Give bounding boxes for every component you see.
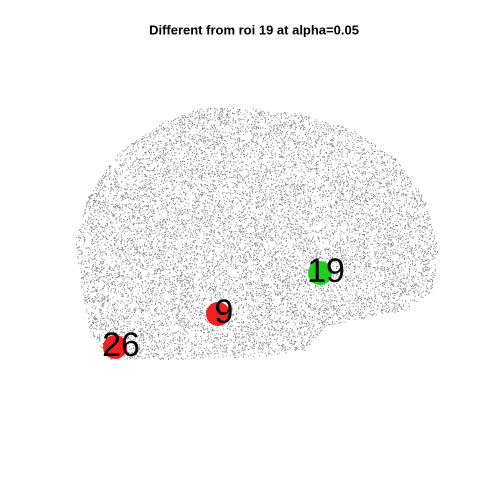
roi-layer: 19 9 26 (102, 252, 345, 364)
roi-blob (308, 261, 332, 285)
roi-blob (103, 335, 127, 359)
brain-point-cloud (75, 107, 439, 360)
brain-dots (75, 107, 439, 360)
roi-label: 19 (307, 252, 345, 290)
title: Different from roi 19 at alpha=0.05 (149, 22, 359, 37)
roi-label: 9 (215, 293, 234, 331)
roi-label: 26 (102, 326, 140, 364)
roi-blob (206, 302, 230, 326)
